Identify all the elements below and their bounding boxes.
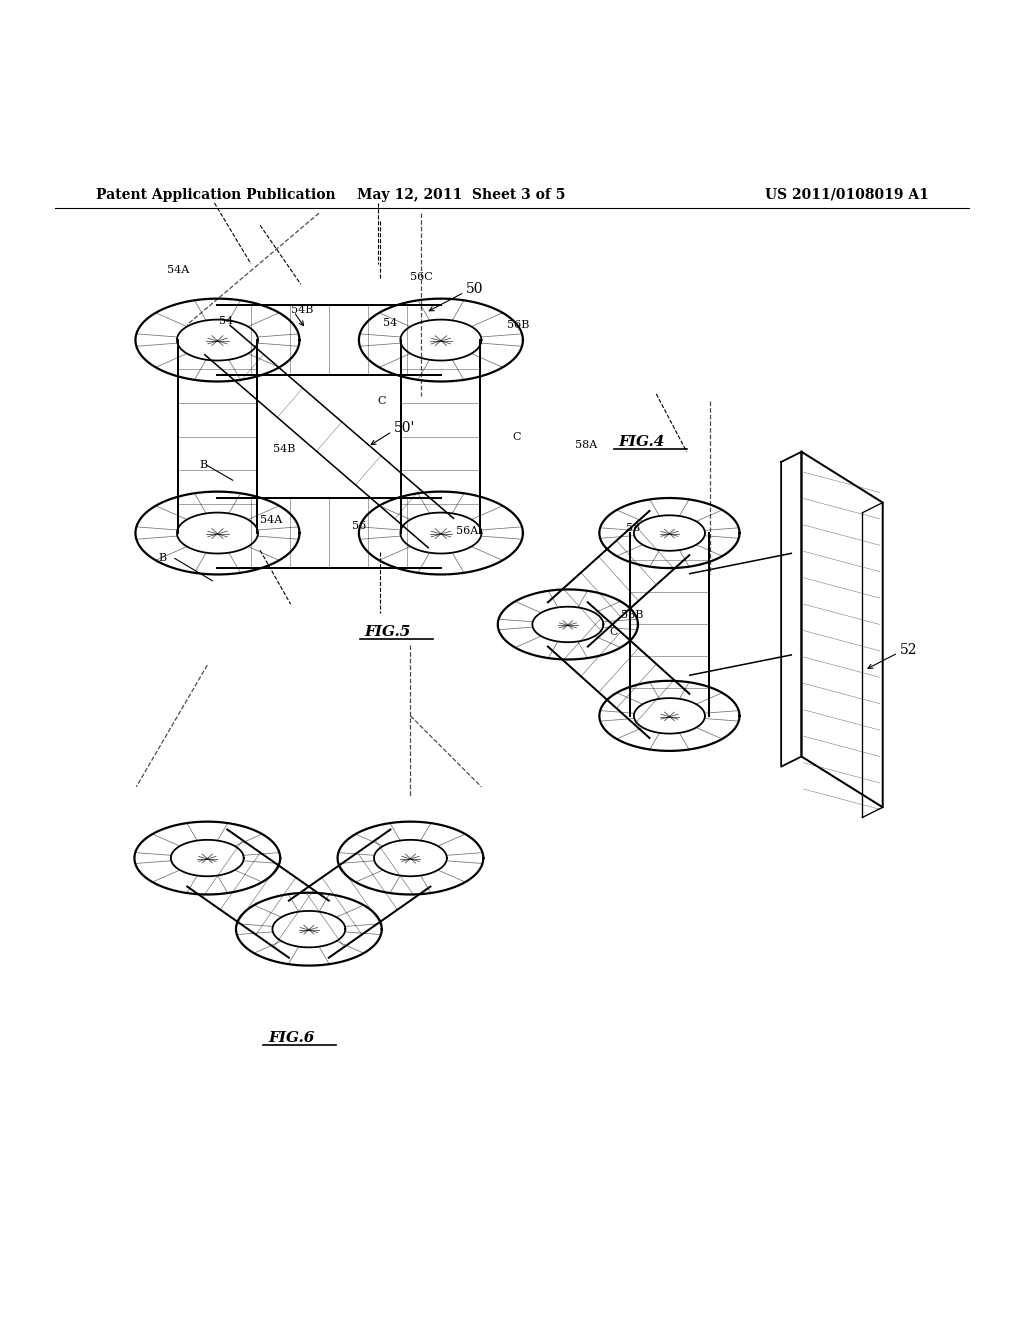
Text: C: C	[377, 396, 385, 407]
Text: 54A: 54A	[167, 265, 188, 275]
Text: 54B: 54B	[291, 305, 313, 314]
Text: 50': 50'	[394, 421, 416, 436]
Text: FIG.6: FIG.6	[268, 1031, 314, 1045]
Text: Patent Application Publication: Patent Application Publication	[95, 187, 335, 202]
Text: B: B	[200, 459, 207, 470]
Text: 56: 56	[351, 521, 366, 531]
Text: 50: 50	[466, 282, 483, 296]
Text: 56C: 56C	[411, 272, 433, 282]
Text: 58B: 58B	[621, 610, 643, 620]
Text: FIG.5: FIG.5	[365, 624, 411, 639]
Text: 54: 54	[219, 315, 233, 326]
Text: 54: 54	[383, 318, 397, 327]
Text: US 2011/0108019 A1: US 2011/0108019 A1	[765, 187, 929, 202]
Text: 54A: 54A	[260, 515, 283, 525]
Text: 58: 58	[626, 523, 640, 533]
Text: May 12, 2011  Sheet 3 of 5: May 12, 2011 Sheet 3 of 5	[357, 187, 565, 202]
Text: FIG.4: FIG.4	[618, 434, 665, 449]
Text: 56A: 56A	[456, 525, 478, 536]
Text: 56B: 56B	[507, 319, 529, 330]
Text: B: B	[159, 553, 167, 564]
Text: 54B: 54B	[273, 444, 296, 454]
Text: 52: 52	[900, 643, 918, 657]
Text: C: C	[512, 432, 520, 442]
Text: C: C	[609, 627, 618, 636]
Text: 58A: 58A	[574, 440, 597, 450]
